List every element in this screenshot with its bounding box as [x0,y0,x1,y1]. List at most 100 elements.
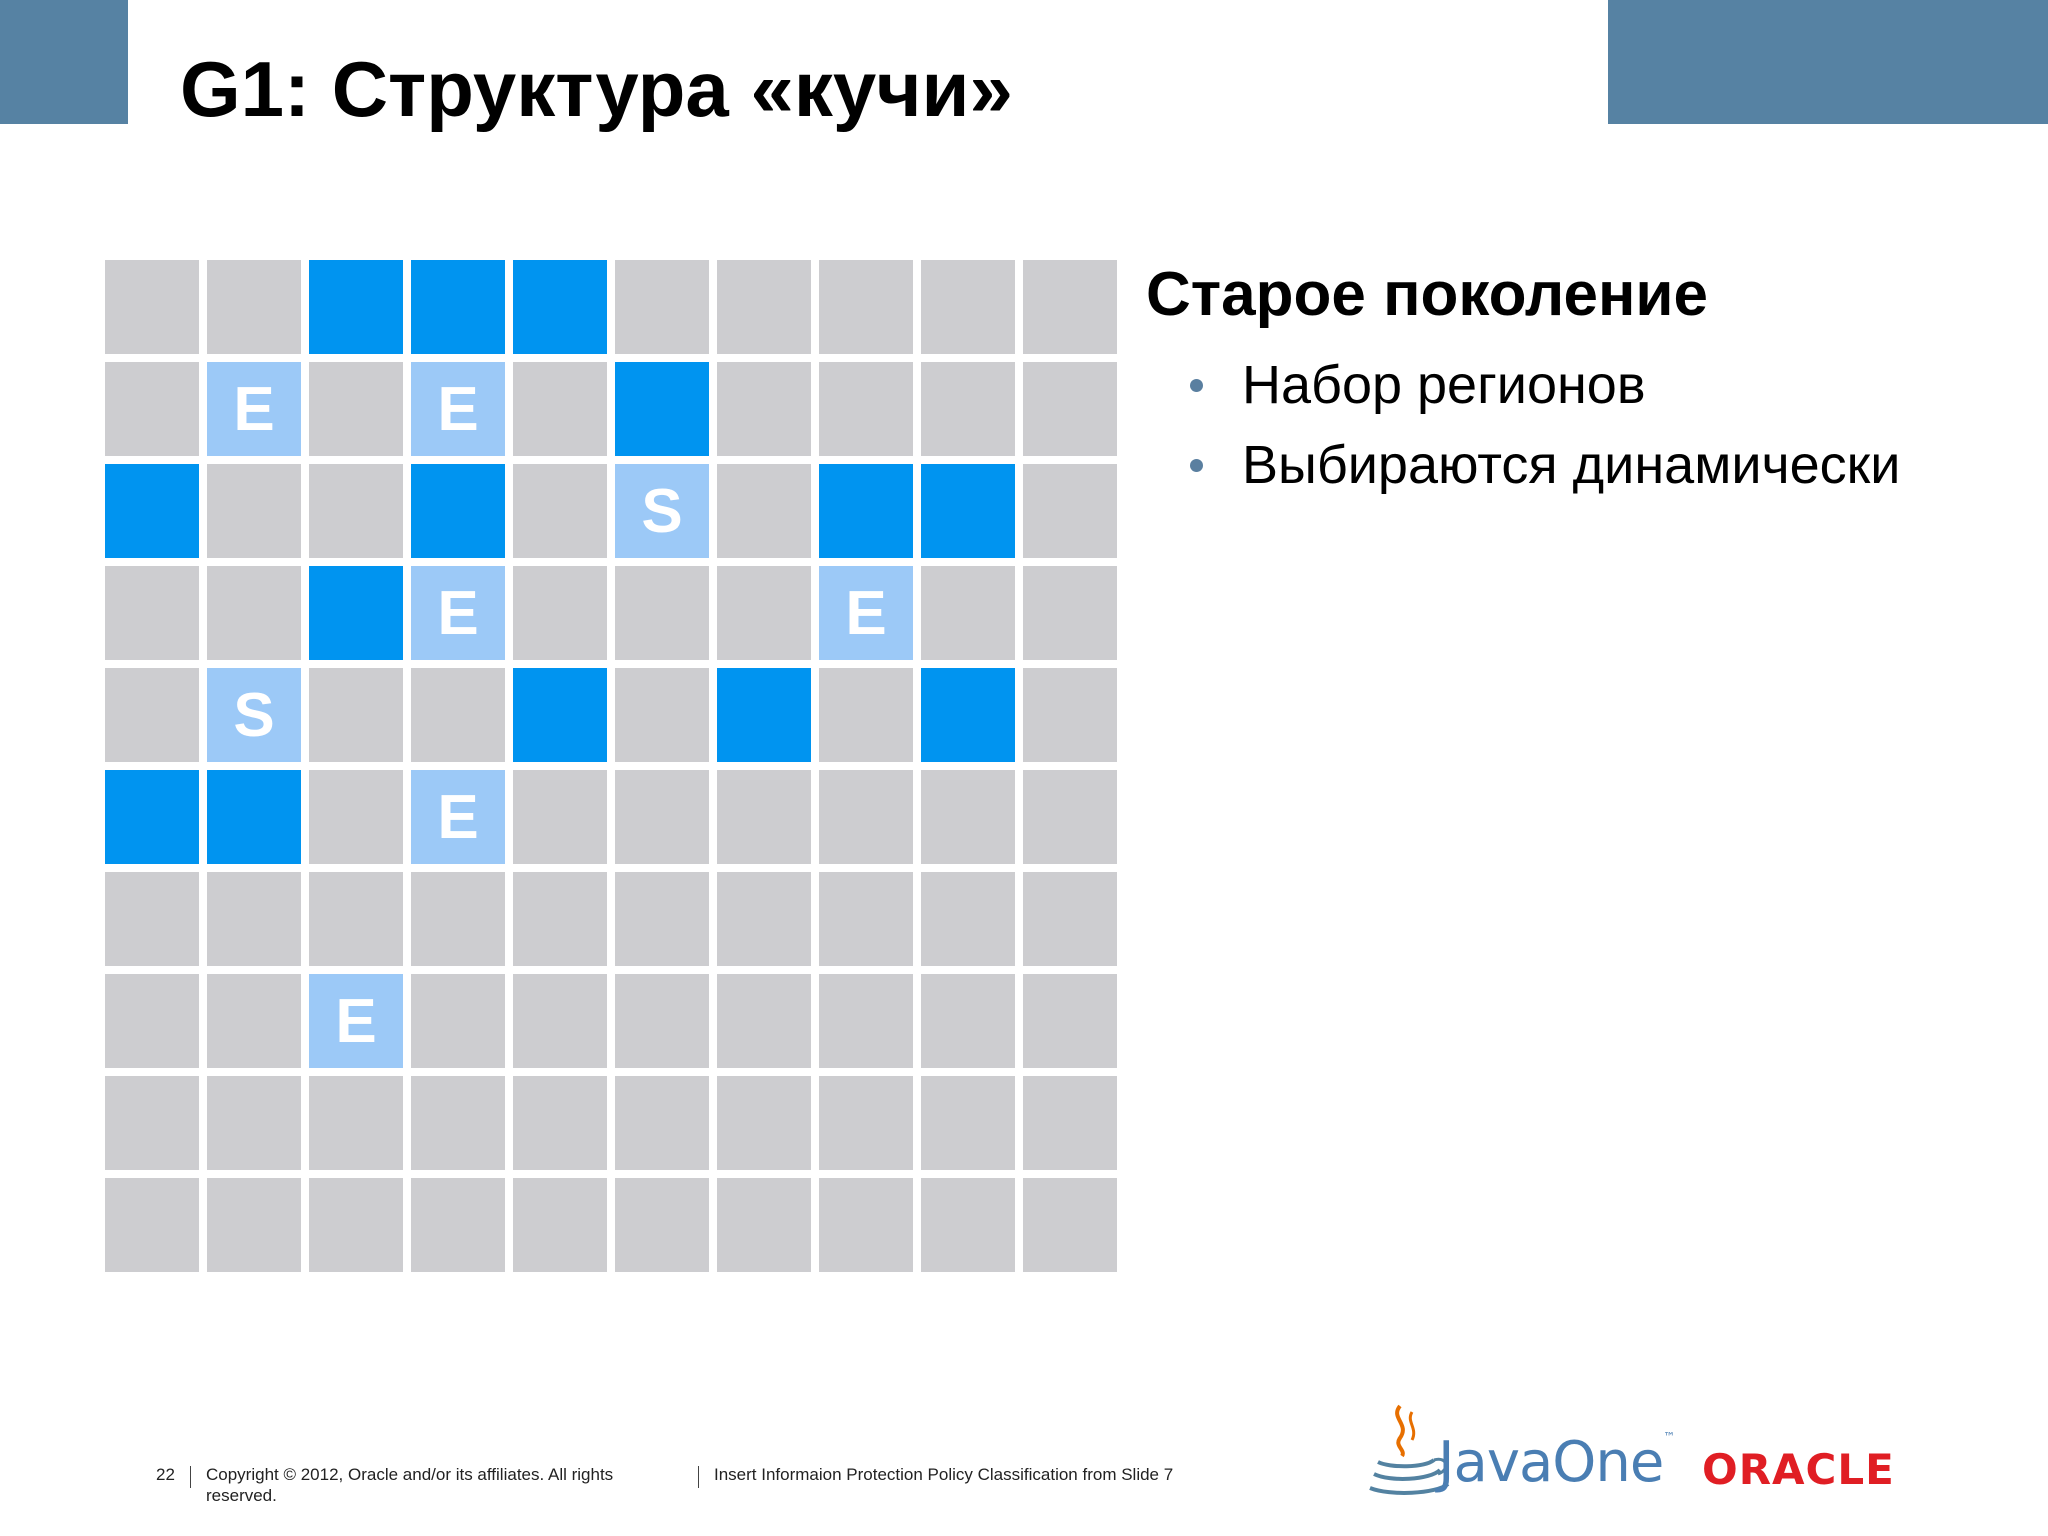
free-region [1023,464,1117,558]
free-region [615,566,709,660]
free-region [207,260,301,354]
section-heading: Старое поколение [1146,260,1709,329]
free-region [207,872,301,966]
free-region [105,1076,199,1170]
free-region [207,974,301,1068]
bullet-item: Набор регионов [1190,355,1900,435]
free-region [921,1178,1015,1272]
free-region [717,464,811,558]
eden-region: E [411,362,505,456]
free-region [105,668,199,762]
free-region [615,1178,709,1272]
free-region [615,872,709,966]
eden-region: E [819,566,913,660]
free-region [207,464,301,558]
classification-text: Insert Informaion Protection Policy Clas… [714,1465,1174,1484]
free-region [105,1178,199,1272]
free-region [921,260,1015,354]
eden-region: E [411,566,505,660]
free-region [1023,872,1117,966]
free-region [819,260,913,354]
heap-region-grid: E E S E E S E E [105,260,1117,1272]
free-region [411,1178,505,1272]
old-region [819,464,913,558]
oracle-logo: ORACLE [1702,1445,1895,1494]
trademark-mark: ™ [1663,1430,1675,1444]
javaone-wordmark: JavaOne [1438,1430,1664,1495]
free-region [513,1178,607,1272]
free-region [717,260,811,354]
eden-region: E [207,362,301,456]
free-region [105,872,199,966]
old-region [513,260,607,354]
free-region [309,1076,403,1170]
free-region [717,872,811,966]
free-region [921,362,1015,456]
old-region [513,668,607,762]
free-region [513,770,607,864]
free-region [717,974,811,1068]
free-region [819,362,913,456]
old-region [309,260,403,354]
free-region [309,668,403,762]
free-region [513,974,607,1068]
eden-region: E [309,974,403,1068]
survivor-region: S [207,668,301,762]
free-region [105,974,199,1068]
free-region [513,566,607,660]
old-region [207,770,301,864]
free-region [615,1076,709,1170]
free-region [615,770,709,864]
free-region [819,1178,913,1272]
page-number: 22 [156,1465,175,1484]
old-region [717,668,811,762]
free-region [717,1178,811,1272]
slide-title: G1: Структура «кучи» [180,45,1013,133]
free-region [513,1076,607,1170]
copyright-text: Copyright © 2012, Oracle and/or its affi… [206,1465,614,1505]
old-region [411,260,505,354]
free-region [1023,1178,1117,1272]
free-region [207,1178,301,1272]
old-region [309,566,403,660]
free-region [105,260,199,354]
free-region [819,1076,913,1170]
bullet-dot-icon [1190,459,1203,472]
free-region [717,1076,811,1170]
bullet-item: Выбираются динамически [1190,435,1900,515]
free-region [513,362,607,456]
java-cup-icon [1369,1404,1450,1495]
free-region [717,566,811,660]
free-region [921,974,1015,1068]
free-region [411,974,505,1068]
free-region [513,872,607,966]
free-region [513,464,607,558]
free-region [309,362,403,456]
free-region [1023,362,1117,456]
footer-divider [190,1466,191,1488]
free-region [411,872,505,966]
old-region [921,668,1015,762]
old-region [411,464,505,558]
free-region [105,362,199,456]
free-region [1023,974,1117,1068]
free-region [207,566,301,660]
free-region [717,770,811,864]
free-region [615,668,709,762]
free-region [819,668,913,762]
free-region [309,464,403,558]
free-region [309,872,403,966]
bullet-text: Набор регионов [1242,355,1646,415]
free-region [717,362,811,456]
old-region [105,770,199,864]
free-region [105,566,199,660]
free-region [411,1076,505,1170]
free-region [1023,668,1117,762]
free-region [1023,1076,1117,1170]
free-region [309,770,403,864]
free-region [615,260,709,354]
bullet-list: Набор регионов Выбираются динамически [1190,355,1900,515]
free-region [921,770,1015,864]
eden-region: E [411,770,505,864]
free-region [819,770,913,864]
